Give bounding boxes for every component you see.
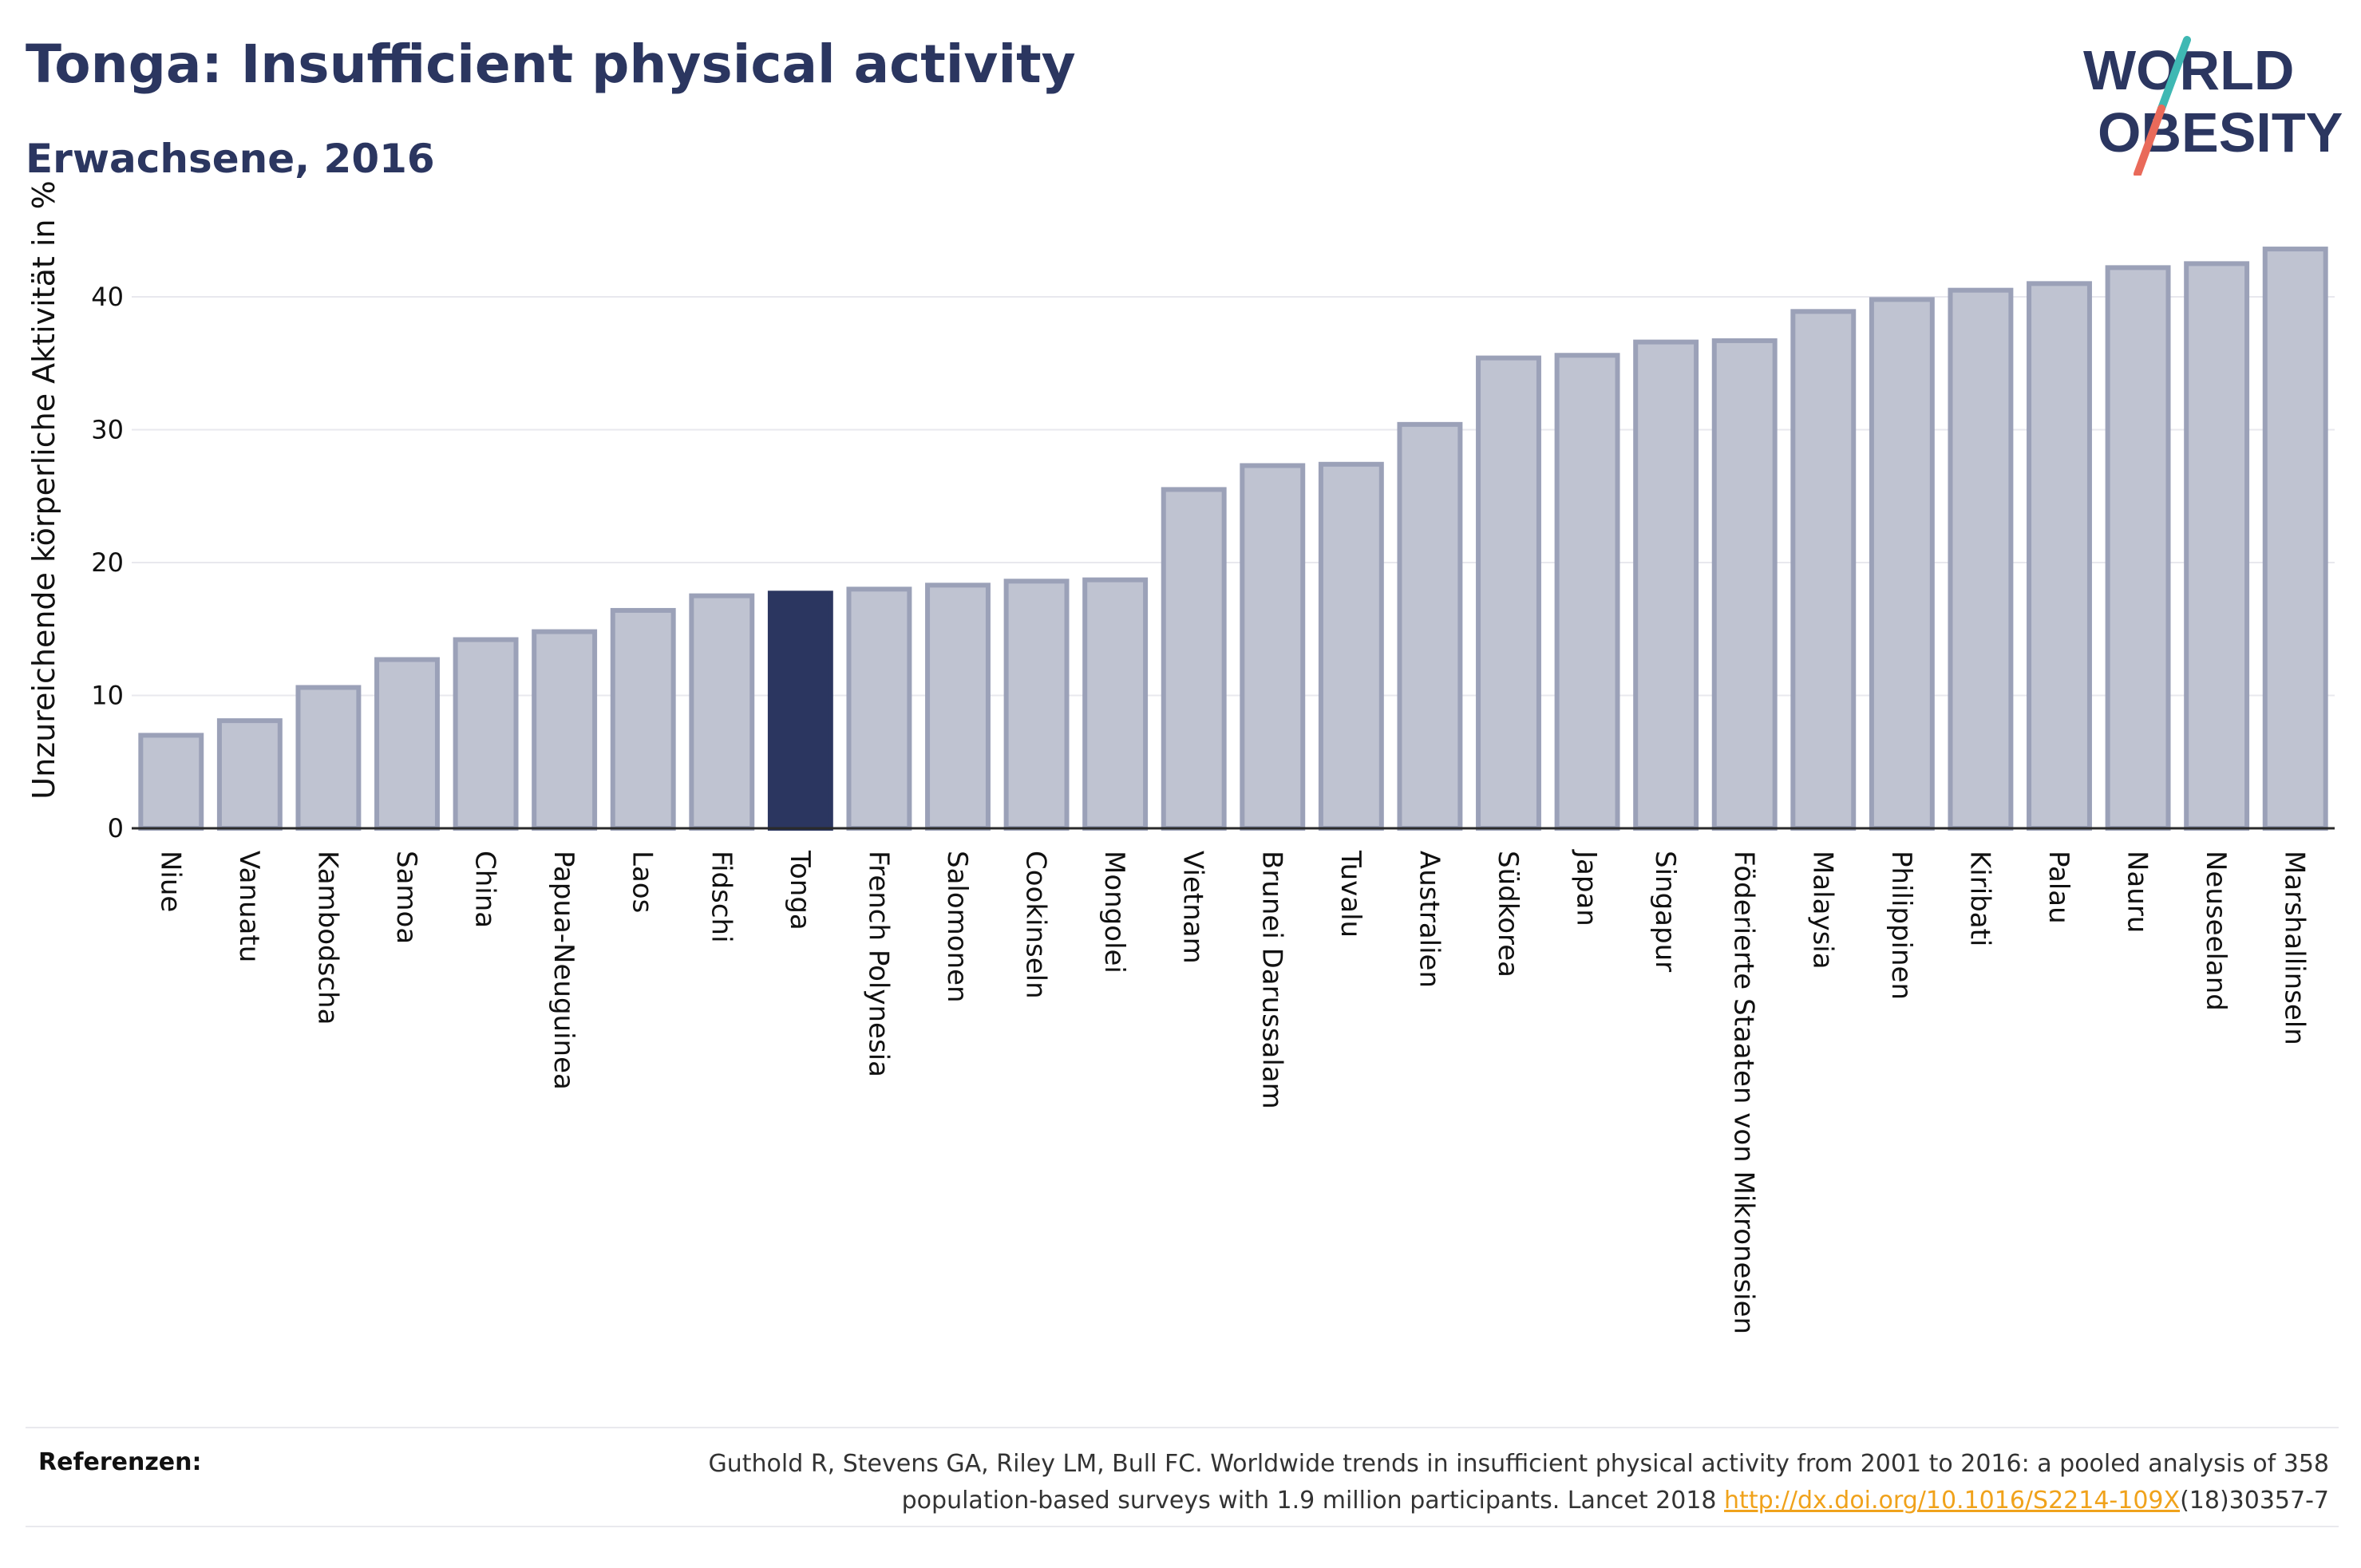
bar-china	[453, 637, 519, 831]
reference-line-2: population-based surveys with 1.9 millio…	[573, 1483, 2329, 1519]
bar-laos	[610, 607, 676, 831]
x-tick-label: Samoa	[390, 851, 422, 944]
x-tick-label: Malaysia	[1806, 851, 1838, 970]
y-tick-label: 40	[91, 282, 124, 312]
bar-salomonen	[925, 583, 991, 831]
reference-line-2-end: (18)30357-7	[2180, 1487, 2329, 1515]
x-tick-label: Föderierte Staaten von Mikronesien	[1728, 851, 1760, 1334]
x-tick-label: French Polynesia	[862, 851, 894, 1077]
bars	[138, 247, 2328, 831]
x-tick-label: Kambodscha	[311, 851, 343, 1025]
x-tick-label: Papua-Neuguinea	[548, 851, 579, 1090]
x-tick-label: Mongolei	[1098, 851, 1130, 974]
references-text: Guthold R, Stevens GA, Riley LM, Bull FC…	[573, 1446, 2329, 1519]
bar-marshallinseln	[2262, 247, 2328, 831]
x-tick-label: Palau	[2043, 851, 2074, 924]
bar-singapur	[1633, 339, 1699, 831]
x-tick-label: Südkorea	[1492, 851, 1524, 978]
x-tick-label: Singapur	[1649, 851, 1681, 972]
bar-föderierte-staaten-von-mikronesien	[1711, 338, 1778, 831]
x-tick-label: China	[469, 851, 501, 928]
x-tick-label: Neuseeland	[2200, 851, 2232, 1011]
bar-palau	[2027, 281, 2092, 831]
bar-papua-neuguinea	[532, 629, 598, 831]
x-tick-label: Japan	[1571, 849, 1603, 926]
bar-vietnam	[1161, 487, 1227, 831]
bar-neuseeland	[2184, 261, 2250, 831]
bar-australien	[1397, 421, 1463, 831]
x-tick-label: Laos	[627, 851, 658, 913]
bar-malaysia	[1790, 309, 1857, 831]
y-tick-label: 20	[91, 547, 124, 578]
bar-samoa	[374, 657, 440, 831]
logo-accent-teal	[2157, 36, 2191, 113]
bar-mongolei	[1082, 577, 1149, 831]
x-tick-label: Kiribati	[1964, 851, 1995, 946]
bar-niue	[138, 733, 204, 831]
bar-kiribati	[1948, 287, 2014, 831]
y-tick-label: 0	[108, 813, 124, 843]
x-tick-label: Tonga	[784, 850, 816, 930]
logo-line1: WORLD	[2083, 39, 2294, 101]
bar-südkorea	[1476, 355, 1541, 831]
bar-japan	[1554, 353, 1620, 831]
bar-brunei-darussalam	[1240, 463, 1306, 831]
bar-tuvalu	[1318, 461, 1384, 831]
x-tick-label: Vietnam	[1177, 851, 1209, 964]
reference-line-1: Guthold R, Stevens GA, Riley LM, Bull FC…	[708, 1450, 2329, 1478]
bar-philippinen	[1869, 297, 1935, 831]
bar-nauru	[2105, 265, 2171, 831]
world-obesity-logo: WORLD OBESITY	[2083, 36, 2343, 176]
x-tick-label: Nauru	[2122, 851, 2153, 933]
x-tick-label: Vanuatu	[233, 851, 265, 962]
bar-cookinseln	[1003, 579, 1070, 831]
y-axis-label: Unzureichende körperliche Aktivität in %	[26, 180, 61, 799]
reference-doi-link[interactable]: http://dx.doi.org/10.1016/S2214-109X	[1724, 1487, 2181, 1515]
x-tick-label: Australien	[1413, 851, 1445, 988]
x-tick-label: Salomonen	[941, 851, 973, 1003]
chart-title: Tonga: Insufficient physical activity	[26, 34, 1076, 95]
y-tick-label: 10	[91, 681, 124, 711]
logo-accent-coral	[2134, 105, 2165, 176]
bar-chart: 0 10 20 30 40 Unzureichende körperliche Aktiv…	[26, 180, 2335, 1334]
chart-subtitle: Erwachsene, 2016	[26, 136, 435, 182]
x-tick-label: Marshallinseln	[2279, 851, 2311, 1045]
bar-vanuatu	[216, 718, 283, 831]
logo-line2: OBESITY	[2098, 101, 2343, 164]
bar-tonga	[767, 590, 833, 831]
x-tick-label: Cookinseln	[1020, 851, 1052, 999]
x-tick-label: Philippinen	[1885, 851, 1917, 1000]
x-tick-label: Tuvalu	[1335, 850, 1366, 938]
divider-bottom	[26, 1526, 2339, 1527]
bar-french-polynesia	[846, 587, 912, 831]
reference-line-2-start: population-based surveys with 1.9 millio…	[901, 1487, 1725, 1515]
x-tick-label: Brunei Darussalam	[1256, 851, 1287, 1109]
references-label: Referenzen:	[38, 1448, 202, 1476]
bar-kambodscha	[295, 685, 362, 831]
divider-top	[26, 1427, 2339, 1428]
x-tick-label: Fidschi	[705, 851, 737, 943]
y-tick-label: 30	[91, 415, 124, 445]
labels: 0 10 20 30 40 Unzureichende körperliche Aktiv…	[26, 180, 2311, 1334]
x-tick-label: Niue	[154, 851, 186, 912]
bar-fidschi	[689, 593, 755, 831]
